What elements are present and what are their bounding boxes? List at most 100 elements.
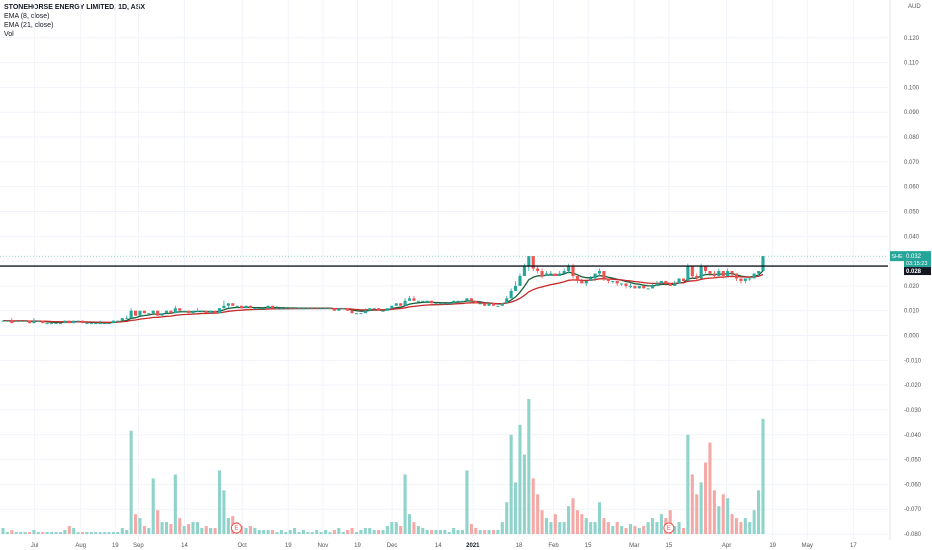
volume-bar bbox=[284, 532, 288, 534]
volume-bar bbox=[593, 522, 597, 534]
y-tick-label: 0.100 bbox=[904, 85, 920, 91]
volume-bar bbox=[642, 526, 646, 534]
candle-body bbox=[50, 323, 54, 325]
x-tick-label: Nov bbox=[318, 543, 329, 549]
legend-ema21: EMA (21, close) bbox=[4, 22, 54, 29]
volume-bar bbox=[712, 490, 716, 534]
candle-body bbox=[240, 305, 244, 309]
volume-bar bbox=[270, 530, 275, 534]
volume-bar bbox=[116, 532, 120, 534]
volume-bar bbox=[248, 526, 252, 534]
candle-body bbox=[204, 310, 208, 314]
candle-body bbox=[231, 303, 235, 306]
volume-bar bbox=[204, 526, 208, 534]
candle-body bbox=[474, 300, 478, 304]
candle-body bbox=[509, 290, 513, 299]
candle-body bbox=[407, 298, 412, 301]
candle-body bbox=[505, 298, 509, 304]
volume-bar bbox=[94, 532, 98, 534]
volume-bar bbox=[67, 526, 71, 534]
candle-body bbox=[673, 283, 677, 286]
x-tick-label: 2021 bbox=[466, 543, 480, 549]
candle-body bbox=[536, 268, 540, 272]
candle-body bbox=[602, 271, 606, 279]
volume-bar bbox=[58, 532, 62, 534]
volume-bar bbox=[452, 528, 456, 534]
volume-bar bbox=[297, 532, 301, 534]
volume-bar bbox=[620, 526, 624, 534]
candle-body bbox=[394, 303, 398, 306]
volume-bar bbox=[673, 526, 677, 534]
volume-bar bbox=[695, 494, 699, 534]
candle-body bbox=[611, 280, 615, 282]
volume-bar bbox=[10, 530, 14, 534]
volume-bar bbox=[253, 528, 257, 534]
candle-body bbox=[187, 310, 191, 314]
x-tick-label: Oct bbox=[238, 543, 248, 549]
volume-bar bbox=[527, 399, 531, 534]
candle-body bbox=[195, 310, 199, 312]
volume-bar bbox=[80, 532, 85, 534]
candle-body bbox=[456, 300, 460, 302]
candle-body bbox=[226, 303, 230, 306]
volume-bar bbox=[752, 510, 756, 534]
candle-body bbox=[443, 303, 447, 305]
candle-body bbox=[209, 310, 213, 314]
volume-bar bbox=[138, 518, 142, 534]
legend-vol: Vol bbox=[4, 31, 14, 38]
candle-body bbox=[297, 308, 301, 310]
candle-body bbox=[80, 320, 85, 324]
volume-bar bbox=[54, 532, 58, 534]
volume-bar bbox=[562, 522, 566, 534]
volume-bar bbox=[244, 528, 248, 534]
candle-body bbox=[173, 308, 177, 314]
volume-bar bbox=[160, 522, 164, 534]
volume-bar bbox=[14, 532, 18, 534]
candle-body bbox=[160, 313, 164, 316]
volume-bar bbox=[262, 530, 266, 534]
candle-body bbox=[704, 266, 708, 272]
candle-body bbox=[699, 266, 703, 279]
volume-bar bbox=[624, 528, 628, 534]
candle-body bbox=[266, 305, 270, 309]
candle-body bbox=[14, 320, 18, 322]
ema8-line bbox=[3, 270, 764, 324]
ema-lines bbox=[3, 270, 764, 324]
y-tick-label: -0.040 bbox=[904, 433, 922, 439]
volume-bar bbox=[324, 530, 328, 534]
candle-body bbox=[222, 305, 226, 309]
candle-body bbox=[45, 323, 49, 325]
volume-bar bbox=[32, 530, 36, 534]
candle-body bbox=[646, 288, 650, 290]
candle-body bbox=[412, 298, 416, 301]
candle-body bbox=[465, 298, 469, 301]
volume-bar bbox=[558, 522, 562, 534]
volume-bar bbox=[717, 506, 721, 534]
candle-body bbox=[527, 256, 531, 267]
candle-body bbox=[558, 273, 562, 276]
candle-body bbox=[721, 271, 725, 276]
volume-bar bbox=[341, 532, 345, 534]
candle-body bbox=[686, 266, 690, 281]
candle-body bbox=[72, 320, 76, 324]
candle-body bbox=[752, 273, 756, 279]
volume-bar bbox=[394, 522, 398, 534]
volume-bar bbox=[407, 514, 412, 534]
legend-ema8: EMA (8, close) bbox=[4, 13, 50, 20]
candle-body bbox=[447, 303, 451, 305]
y-tick-label: 0.110 bbox=[904, 61, 919, 67]
volume-bar bbox=[107, 532, 111, 534]
volume-bar bbox=[681, 528, 686, 534]
candle-body bbox=[496, 305, 500, 307]
volume-bar bbox=[156, 510, 160, 534]
volume-bar bbox=[522, 454, 526, 534]
candle-body bbox=[615, 280, 619, 284]
volume-bar bbox=[403, 474, 407, 534]
volume-bar bbox=[209, 528, 213, 534]
candle-body bbox=[332, 308, 336, 311]
candle-body bbox=[262, 308, 266, 310]
candle-body bbox=[182, 310, 186, 312]
line-price-label: 0.028 bbox=[906, 269, 922, 275]
